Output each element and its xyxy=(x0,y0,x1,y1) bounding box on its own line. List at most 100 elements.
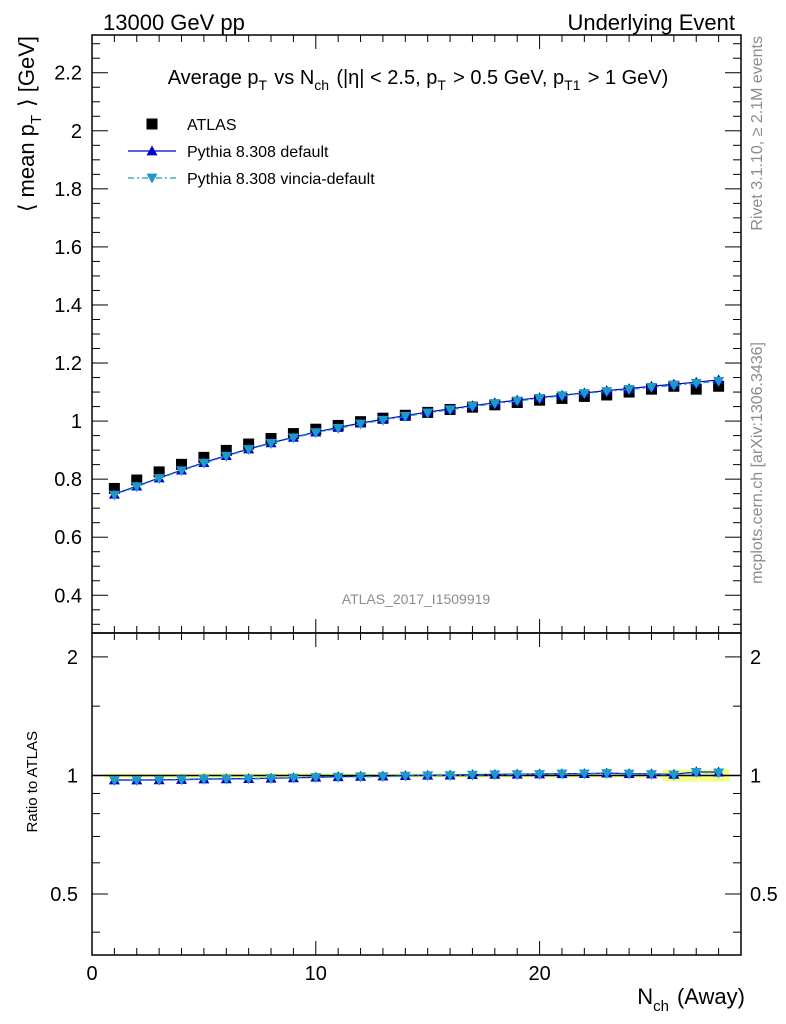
data-point xyxy=(422,408,434,419)
data-point xyxy=(131,776,143,786)
data-point xyxy=(146,118,158,130)
data-point xyxy=(466,402,478,413)
x-tick-label: 20 xyxy=(528,963,550,985)
data-point xyxy=(287,773,299,784)
data-point xyxy=(146,173,158,184)
data-point xyxy=(556,391,568,402)
header-right: Underlying Event xyxy=(567,10,735,35)
data-point xyxy=(243,445,255,456)
data-point xyxy=(601,387,613,397)
data-point xyxy=(198,458,210,469)
rivet-label: Rivet 3.1.10, ≥ 2.1M events xyxy=(749,36,766,231)
ratio-series-2 xyxy=(108,767,725,787)
data-point xyxy=(690,378,702,389)
data-point xyxy=(534,770,546,780)
y-tick-label: 0.4 xyxy=(54,585,82,607)
data-point xyxy=(131,482,143,493)
data-point xyxy=(108,776,120,787)
y-axis-label: ⟨ mean pT ⟩ [GeV] xyxy=(14,36,45,212)
data-point xyxy=(146,145,158,156)
legend: ATLAS Pythia 8.308 default Pythia 8.308 vi… xyxy=(128,117,375,188)
data-point xyxy=(265,439,277,449)
data-point xyxy=(511,396,523,407)
data-point xyxy=(153,466,165,478)
data-point xyxy=(355,419,367,430)
ratio-tick-label-right: 1 xyxy=(750,765,761,787)
data-point xyxy=(556,769,568,780)
data-point xyxy=(578,769,590,780)
x-axis-label: Nch (Away) xyxy=(637,984,745,1015)
data-point xyxy=(668,770,680,781)
data-point xyxy=(690,767,702,778)
y-tick-label: 1.8 xyxy=(54,179,82,201)
x-tick-label: 0 xyxy=(86,963,97,985)
chart-title: Average pT vs Nch (|η| < 2.5, pT > 0.5 G… xyxy=(168,67,669,93)
data-point xyxy=(377,772,389,783)
data-point xyxy=(355,772,367,783)
data-point xyxy=(511,770,523,781)
data-point xyxy=(645,770,657,781)
watermark: ATLAS_2017_I1509919 xyxy=(342,591,491,607)
data-point xyxy=(153,474,165,485)
ratio-tick-label-right: 0.5 xyxy=(750,884,778,906)
legend-entry: Pythia 8.308 default xyxy=(187,144,329,161)
mcplots-label: mcplots.cern.ch [arXiv:1306.3436] xyxy=(749,342,766,584)
ratio-frame xyxy=(91,632,742,956)
legend-entry: ATLAS xyxy=(187,117,237,134)
series-2 xyxy=(108,376,725,501)
data-point xyxy=(489,399,501,410)
data-point xyxy=(108,490,120,501)
data-point xyxy=(332,423,344,434)
data-point xyxy=(198,775,210,785)
y-tick-label: 0.8 xyxy=(54,469,82,491)
data-point xyxy=(645,383,657,393)
data-point xyxy=(578,389,590,400)
y-tick-label: 2 xyxy=(71,121,82,143)
legend-entry: Pythia 8.308 vincia-default xyxy=(187,171,375,188)
data-point xyxy=(713,768,725,779)
y-tick-label: 1 xyxy=(71,411,82,433)
data-point xyxy=(489,770,501,781)
data-point xyxy=(153,775,165,786)
data-point xyxy=(399,771,411,782)
data-point xyxy=(623,769,635,780)
data-point xyxy=(220,451,232,462)
data-point xyxy=(713,376,725,387)
ratio-line xyxy=(114,771,719,782)
y-tick-label: 1.2 xyxy=(54,353,82,375)
series-line xyxy=(114,380,719,496)
data-point xyxy=(399,412,411,422)
data-point xyxy=(108,482,120,494)
data-point xyxy=(422,771,434,782)
header-left: 13000 GeV pp xyxy=(103,10,245,35)
data-point xyxy=(310,428,322,439)
data-point xyxy=(466,770,478,781)
data-point xyxy=(220,774,232,785)
ratio-tick-label: 2 xyxy=(67,647,78,669)
data-point xyxy=(444,405,456,416)
series-0 xyxy=(108,380,725,494)
data-point xyxy=(534,394,546,404)
data-point xyxy=(690,383,702,395)
ratio-tick-label-right: 2 xyxy=(750,647,761,669)
data-point xyxy=(310,773,322,784)
main-series xyxy=(108,374,725,501)
x-tick-label: 10 xyxy=(305,963,327,985)
data-point xyxy=(332,772,344,783)
series-line xyxy=(114,379,719,495)
data-point xyxy=(176,458,188,470)
data-point xyxy=(265,774,277,785)
y-tick-label: 0.6 xyxy=(54,527,82,549)
data-point xyxy=(601,769,613,780)
y-tick-label: 2.2 xyxy=(54,63,82,85)
ratio-series xyxy=(108,766,725,787)
ratio-tick-label: 0.5 xyxy=(50,884,78,906)
data-point xyxy=(668,380,680,391)
data-point xyxy=(243,774,255,785)
data-point xyxy=(287,433,299,444)
axis-ticks: 0 10 20 0.4 0.6 0.8 1 1.2 1.4 1.6 1.8 2 2.2 0.5 0.5 1 1 2… xyxy=(50,35,778,985)
y-tick-label: 1.4 xyxy=(54,295,82,317)
data-point xyxy=(176,466,188,477)
